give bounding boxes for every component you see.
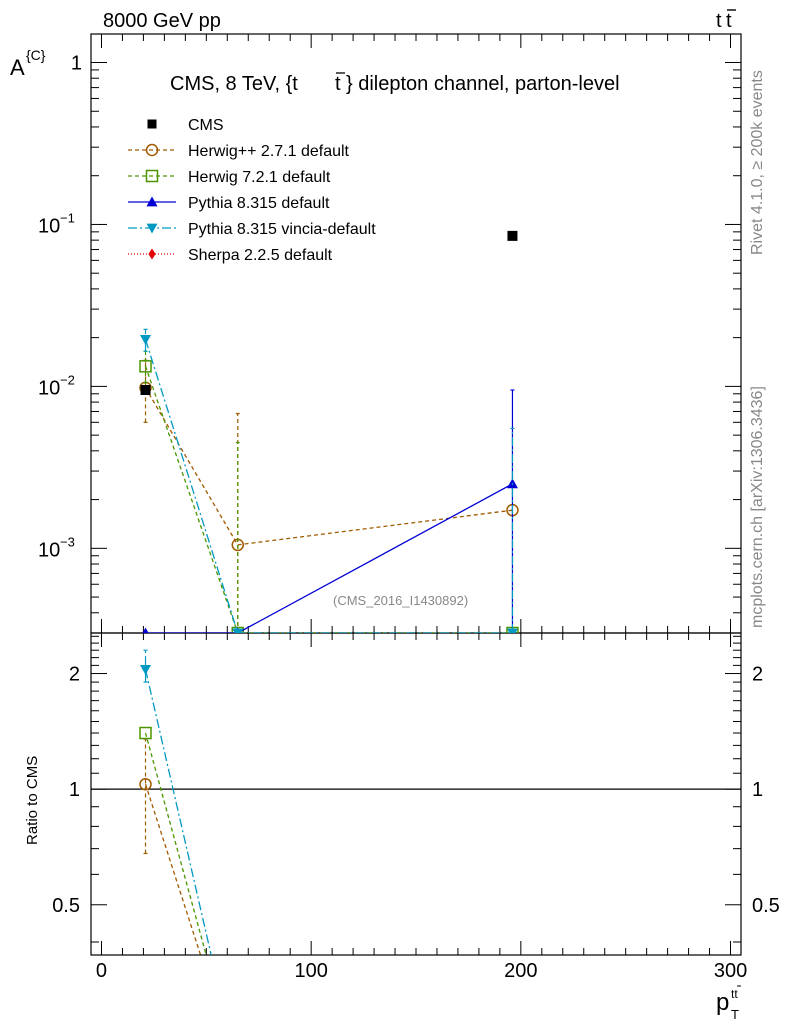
ratio-series-line xyxy=(144,732,207,955)
x-axis-label-base: p xyxy=(716,989,729,1016)
data-point xyxy=(142,627,149,633)
ratio-series-3 xyxy=(140,649,212,955)
legend-entry: Pythia 8.315 vincia-default xyxy=(128,221,376,238)
ratio-point xyxy=(140,665,152,675)
series-line xyxy=(145,483,513,633)
legend-label: Pythia 8.315 default xyxy=(188,195,330,212)
legend-label: Sherpa 2.2.5 default xyxy=(188,247,333,264)
legend-label: Pythia 8.315 vincia-default xyxy=(188,221,376,238)
y-axis-label-base: A xyxy=(10,55,25,80)
chart-title-part1: CMS, 8 TeV, {t xyxy=(170,73,298,95)
legend-entry: Herwig 7.2.1 default xyxy=(128,169,331,186)
y-tick-label: 1 xyxy=(71,53,82,75)
process-label: t t xyxy=(716,9,736,32)
legend-entry: Herwig++ 2.7.1 default xyxy=(128,143,350,160)
series-line xyxy=(144,387,513,546)
series-line xyxy=(144,366,513,633)
ratio-series-line xyxy=(144,784,202,955)
chart-title-part2: t xyxy=(335,73,341,95)
legend-marker xyxy=(145,169,159,183)
analysis-tag: (CMS_2016_I1430892) xyxy=(333,593,468,608)
ratio-point xyxy=(139,726,152,740)
legend: CMS Herwig++ 2.7.1 default Herwig 7.2.1 de… xyxy=(128,117,376,264)
cms-data xyxy=(140,230,518,395)
main-data-layer xyxy=(139,230,519,633)
ratio-series-1 xyxy=(139,726,207,955)
y-tick-label-exponent: −3 xyxy=(60,534,75,549)
legend-entry: Sherpa 2.2.5 default xyxy=(128,247,333,264)
legend-entry: CMS xyxy=(147,117,224,134)
legend-label: Herwig++ 2.7.1 default xyxy=(188,143,350,160)
ratio-y-tick-label-right: 0.5 xyxy=(752,895,780,917)
ratio-data-layer xyxy=(139,649,212,955)
legend-marker xyxy=(147,119,157,129)
data-point xyxy=(506,628,518,633)
legend-label: Herwig 7.2.1 default xyxy=(188,169,331,186)
ratio-y-axis-label: Ratio to CMS xyxy=(24,756,41,845)
data-point xyxy=(140,335,152,345)
chart-title-part3: } dilepton channel, parton-level xyxy=(346,73,620,95)
legend-label: CMS xyxy=(188,117,224,134)
ratio-y-tick-label-right: 2 xyxy=(752,664,763,686)
y-tick-label: 10 xyxy=(38,539,60,561)
cms-data-point xyxy=(507,230,518,241)
y-tick-label-exponent: −2 xyxy=(60,372,75,387)
process-tbar: t xyxy=(726,10,732,32)
ratio-panel-frame xyxy=(90,632,742,956)
legend-marker xyxy=(148,248,156,260)
x-axis-label-sup: tt xyxy=(731,987,738,1001)
legend-marker xyxy=(146,223,158,234)
y-axis-label: A {C} xyxy=(10,47,46,80)
y-axis-label-sub: {C} xyxy=(26,47,46,63)
series-line xyxy=(144,339,513,633)
x-tick-label: 200 xyxy=(504,960,537,982)
ratio-y-tick-label: 2 xyxy=(69,664,80,686)
x-tick-label: 300 xyxy=(714,960,747,982)
legend-marker xyxy=(146,196,158,207)
x-axis-label: p T tt xyxy=(716,985,741,1022)
ratio-point xyxy=(139,777,152,791)
data-point xyxy=(232,628,244,633)
legend-entry: Pythia 8.315 default xyxy=(128,195,330,212)
x-axis-label-sub: T xyxy=(731,1007,739,1022)
chart-title: CMS, 8 TeV, {t t } dilepton channel, par… xyxy=(170,72,620,95)
x-tick-label: 100 xyxy=(294,960,327,982)
y-tick-label: 10 xyxy=(38,215,60,237)
y-tick-label-exponent: −1 xyxy=(60,210,75,225)
ratio-y-tick-label: 1 xyxy=(69,779,80,801)
ratio-y-tick-label: 0.5 xyxy=(52,895,80,917)
process-t: t xyxy=(716,10,722,32)
x-tick-label: 0 xyxy=(96,960,107,982)
ratio-series-line xyxy=(144,669,212,955)
series-3 xyxy=(140,328,518,633)
data-point xyxy=(139,360,152,373)
cms-data-point xyxy=(140,384,151,395)
y-tick-label: 10 xyxy=(38,377,60,399)
mcplots-text: mcplots.cern.ch [arXiv:1306.3436] xyxy=(749,386,766,628)
ratio-y-tick-label-right: 1 xyxy=(752,779,763,801)
rivet-version-text: Rivet 4.1.0, ≥ 200k events xyxy=(749,70,766,255)
legend-marker xyxy=(145,143,159,157)
energy-label: 8000 GeV pp xyxy=(103,10,221,32)
